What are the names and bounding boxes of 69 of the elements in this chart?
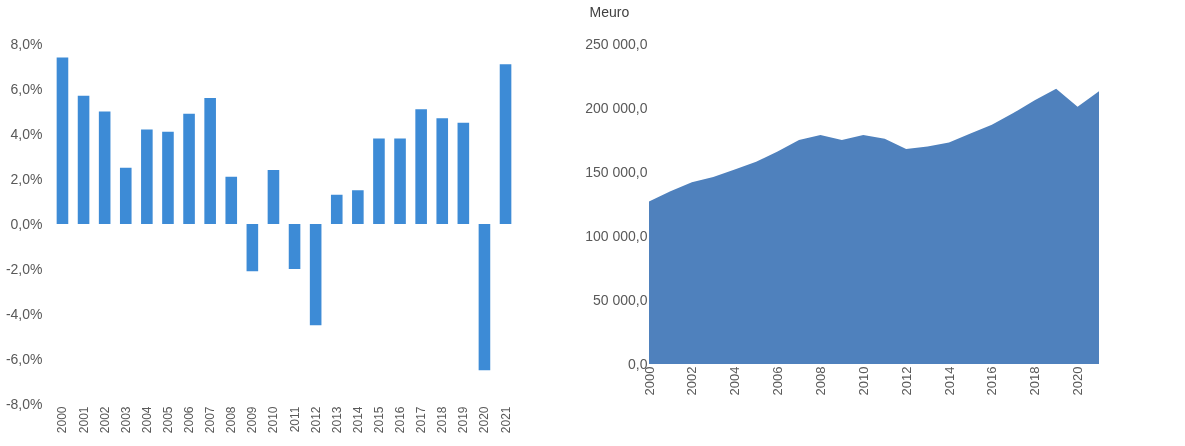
x-tick-label: 2000 <box>55 406 70 434</box>
x-tick-label: 2008 <box>812 366 828 396</box>
x-tick-label: 2017 <box>414 406 429 434</box>
y-axis-title: Meuro <box>589 3 630 20</box>
bar <box>56 57 69 224</box>
y-tick-label: 200 000,0 <box>585 99 648 116</box>
x-tick-label: 2004 <box>139 406 154 434</box>
x-tick-label: 2010 <box>266 406 281 434</box>
y-tick-label: 150 000,0 <box>585 163 648 180</box>
x-tick-label: 2001 <box>76 406 91 434</box>
x-tick-label: 2011 <box>287 406 302 433</box>
x-tick-label: 2013 <box>329 406 344 434</box>
y-tick-label: 0,0% <box>10 215 43 232</box>
y-tick-label: 2,0% <box>10 170 43 187</box>
y-tick-label: 4,0% <box>10 125 43 142</box>
x-tick-label: 2012 <box>308 406 323 434</box>
x-tick-label: 2012 <box>898 366 914 396</box>
bar <box>204 98 216 224</box>
bar <box>394 138 406 224</box>
y-tick-label: -4,0% <box>5 305 43 322</box>
bar <box>225 176 238 224</box>
x-tick-label: 2007 <box>203 406 218 434</box>
y-tick-label: 8,0% <box>10 35 43 52</box>
y-tick-label: -6,0% <box>5 350 43 367</box>
x-tick-label: 2002 <box>97 406 112 434</box>
x-tick-label: 2004 <box>727 366 743 396</box>
x-tick-label: 2016 <box>984 366 1000 396</box>
bar <box>246 224 259 272</box>
bar <box>309 224 322 326</box>
x-tick-label: 2014 <box>350 406 365 434</box>
x-tick-label: 2018 <box>435 406 450 434</box>
y-tick-label: 100 000,0 <box>585 227 648 244</box>
x-tick-label: 2008 <box>224 406 239 434</box>
bar <box>288 224 301 269</box>
x-tick-label: 2006 <box>770 366 786 396</box>
y-tick-label: 6,0% <box>10 80 43 97</box>
bar <box>436 118 449 224</box>
x-tick-label: 2019 <box>456 406 471 434</box>
bar <box>352 190 364 224</box>
bar <box>141 129 153 224</box>
x-tick-label: 2015 <box>371 406 386 434</box>
x-tick-label: 2010 <box>855 366 871 396</box>
x-tick-label: 2016 <box>393 406 408 434</box>
y-tick-label: -2,0% <box>5 260 43 277</box>
x-tick-label: 2002 <box>684 366 700 396</box>
x-tick-label: 2020 <box>477 406 492 434</box>
x-tick-label: 2006 <box>182 406 197 434</box>
x-tick-label: 2014 <box>941 366 957 396</box>
bar <box>98 111 111 224</box>
bar <box>330 194 343 224</box>
x-tick-label: 2003 <box>118 406 133 434</box>
x-tick-label: 2020 <box>1070 366 1086 396</box>
x-tick-label: 2009 <box>245 406 260 434</box>
bar <box>499 64 512 224</box>
x-tick-label: 2018 <box>1027 366 1043 396</box>
x-tick-label: 2021 <box>498 406 513 434</box>
y-tick-label: 50 000,0 <box>593 291 648 308</box>
bar <box>119 167 132 224</box>
bar <box>183 113 195 224</box>
bar <box>457 122 470 224</box>
bar <box>77 95 90 224</box>
x-tick-label: 2005 <box>160 406 175 434</box>
y-tick-label: 250 000,0 <box>585 35 648 52</box>
y-tick-label: -8,0% <box>5 395 43 412</box>
bar <box>267 170 280 224</box>
bar <box>478 224 491 371</box>
bar <box>373 138 385 224</box>
bar <box>415 109 427 224</box>
bar <box>162 131 174 224</box>
